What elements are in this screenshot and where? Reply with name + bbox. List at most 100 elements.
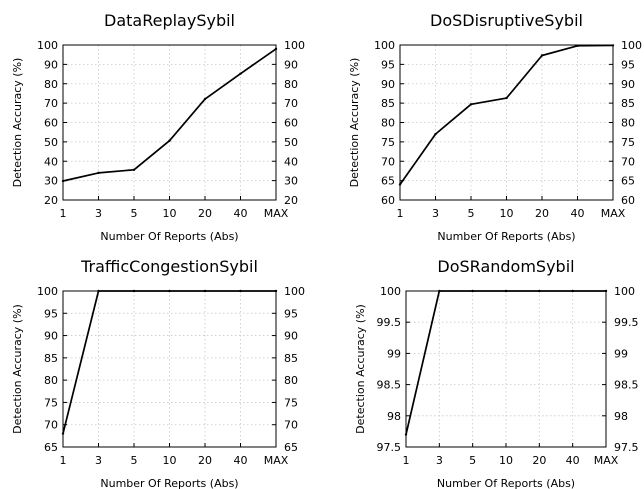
chart-1-y-tick-label: 30 bbox=[44, 175, 58, 188]
chart-3-y-tick-label: 90 bbox=[44, 330, 58, 343]
chart-1-x-tick-label: 40 bbox=[234, 207, 248, 220]
chart-2-y-right-tick-label: 65 bbox=[621, 175, 635, 188]
chart-3-y-tick-label: 70 bbox=[44, 419, 58, 432]
chart-4-data-point bbox=[405, 433, 407, 435]
chart-2-data-point bbox=[434, 133, 436, 135]
chart-4-x-tick-label: 1 bbox=[403, 454, 410, 467]
chart-1-y-right-tick-label: 70 bbox=[284, 97, 298, 110]
chart-2-data-point bbox=[576, 45, 578, 47]
chart-3-data-point bbox=[239, 290, 241, 292]
chart-4-title: DoSRandomSybil bbox=[437, 257, 574, 276]
chart-2: 60 60 65 65 70 70 75 75 80 80 85 85 90 90 95 95 100 100 1 3… bbox=[348, 11, 642, 243]
chart-4-y-right-tick-label: 98.5 bbox=[614, 379, 639, 392]
chart-1-y-tick-label: 100 bbox=[37, 39, 58, 52]
chart-4-y-right-tick-label: 99.5 bbox=[614, 316, 639, 329]
chart-1-x-tick-label: 5 bbox=[131, 207, 138, 220]
chart-1-y-right-tick-label: 30 bbox=[284, 175, 298, 188]
chart-1-y-right-tick-label: 20 bbox=[284, 194, 298, 207]
chart-2-y-tick-label: 65 bbox=[381, 175, 395, 188]
chart-1-x-tick-label: 10 bbox=[163, 207, 177, 220]
chart-3-y-right-tick-label: 100 bbox=[284, 285, 305, 298]
chart-2-y-right-tick-label: 70 bbox=[621, 155, 635, 168]
chart-3-x-tick-label: 5 bbox=[131, 454, 138, 467]
chart-3-y-right-tick-label: 80 bbox=[284, 374, 298, 387]
chart-1-x-tick-label: 1 bbox=[60, 207, 67, 220]
chart-2-x-tick-label: MAX bbox=[601, 207, 626, 220]
chart-3-x-tick-label: 10 bbox=[163, 454, 177, 467]
chart-4-data-point bbox=[471, 290, 473, 292]
chart-2-y-tick-label: 75 bbox=[381, 136, 395, 149]
chart-4-y-tick-label: 100 bbox=[380, 285, 401, 298]
chart-2-y-right-tick-label: 75 bbox=[621, 136, 635, 149]
chart-2-data-point bbox=[399, 183, 401, 185]
chart-4-data-point bbox=[505, 290, 507, 292]
chart-1-x-tick-label: MAX bbox=[264, 207, 289, 220]
chart-4-x-tick-label: 3 bbox=[436, 454, 443, 467]
chart-3-data-point bbox=[62, 432, 64, 434]
chart-3-data-point bbox=[275, 290, 277, 292]
chart-3-y-right-tick-label: 70 bbox=[284, 419, 298, 432]
chart-1-data-point bbox=[204, 98, 206, 100]
chart-3-y-tick-label: 75 bbox=[44, 396, 58, 409]
chart-3-y-right-tick-label: 90 bbox=[284, 330, 298, 343]
chart-4-x-tick-label: MAX bbox=[594, 454, 619, 467]
chart-1-data-point bbox=[62, 180, 64, 182]
chart-1-data-point bbox=[239, 72, 241, 74]
chart-1-data-point bbox=[97, 172, 99, 174]
chart-1-y-axis-label: Detection Accuracy (%) bbox=[11, 58, 24, 188]
chart-1-y-tick-label: 60 bbox=[44, 117, 58, 130]
chart-3-data-point bbox=[204, 290, 206, 292]
chart-1: 20 20 30 30 40 40 50 50 60 60 70 70 80 80 90 90 100 100 1 3… bbox=[11, 11, 305, 243]
chart-4-y-right-tick-label: 97.5 bbox=[614, 441, 639, 454]
chart-4-series-line bbox=[406, 291, 606, 435]
chart-4-y-right-tick-label: 99 bbox=[614, 347, 628, 360]
chart-3-y-tick-label: 80 bbox=[44, 374, 58, 387]
chart-3-x-tick-label: 1 bbox=[60, 454, 67, 467]
chart-3-y-right-tick-label: 65 bbox=[284, 441, 298, 454]
chart-2-y-tick-label: 90 bbox=[381, 78, 395, 91]
chart-2-x-tick-label: 5 bbox=[468, 207, 475, 220]
chart-3-x-tick-label: MAX bbox=[264, 454, 289, 467]
chart-1-data-point bbox=[275, 48, 277, 50]
chart-3-y-right-tick-label: 95 bbox=[284, 307, 298, 320]
chart-3-y-right-tick-label: 75 bbox=[284, 396, 298, 409]
chart-3-y-axis-label: Detection Accuracy (%) bbox=[11, 304, 24, 434]
chart-2-y-tick-label: 70 bbox=[381, 155, 395, 168]
chart-2-y-axis-label: Detection Accuracy (%) bbox=[348, 58, 361, 188]
chart-2-x-tick-label: 10 bbox=[500, 207, 514, 220]
chart-4-data-point bbox=[571, 290, 573, 292]
chart-3-x-tick-label: 40 bbox=[234, 454, 248, 467]
chart-3-data-point bbox=[133, 290, 135, 292]
chart-1-y-tick-label: 20 bbox=[44, 194, 58, 207]
chart-4-y-tick-label: 98.5 bbox=[377, 379, 402, 392]
chart-1-x-tick-label: 3 bbox=[95, 207, 102, 220]
chart-1-y-right-tick-label: 60 bbox=[284, 117, 298, 130]
chart-1-y-right-tick-label: 100 bbox=[284, 39, 305, 52]
chart-1-data-point bbox=[133, 169, 135, 171]
chart-3-x-axis-label: Number Of Reports (Abs) bbox=[100, 477, 238, 489]
chart-4-y-tick-label: 98 bbox=[387, 410, 401, 423]
chart-2-data-point bbox=[612, 44, 614, 46]
chart-2-data-point bbox=[541, 54, 543, 56]
chart-3-x-tick-label: 20 bbox=[198, 454, 212, 467]
chart-4-y-right-tick-label: 98 bbox=[614, 410, 628, 423]
chart-2-y-tick-label: 60 bbox=[381, 194, 395, 207]
chart-3-y-tick-label: 65 bbox=[44, 441, 58, 454]
chart-4-y-tick-label: 97.5 bbox=[377, 441, 402, 454]
chart-4: 97.5 97.5 98 98 98.5 98.5 99 99 99.5 99.5 100 100 1 3… bbox=[354, 257, 639, 489]
chart-1-x-tick-label: 20 bbox=[198, 207, 212, 220]
chart-1-y-right-tick-label: 90 bbox=[284, 58, 298, 71]
chart-4-x-tick-label: 40 bbox=[566, 454, 580, 467]
chart-1-y-right-tick-label: 50 bbox=[284, 136, 298, 149]
chart-2-x-tick-label: 20 bbox=[535, 207, 549, 220]
chart-2-y-tick-label: 95 bbox=[381, 58, 395, 71]
chart-4-y-right-tick-label: 100 bbox=[614, 285, 635, 298]
chart-2-y-right-tick-label: 80 bbox=[621, 117, 635, 130]
chart-1-y-tick-label: 70 bbox=[44, 97, 58, 110]
chart-2-y-right-tick-label: 90 bbox=[621, 78, 635, 91]
chart-2-y-tick-label: 85 bbox=[381, 97, 395, 110]
chart-2-x-axis-label: Number Of Reports (Abs) bbox=[437, 230, 575, 243]
chart-4-y-tick-label: 99.5 bbox=[377, 316, 402, 329]
chart-3-x-tick-label: 3 bbox=[95, 454, 102, 467]
chart-3-data-point bbox=[97, 290, 99, 292]
